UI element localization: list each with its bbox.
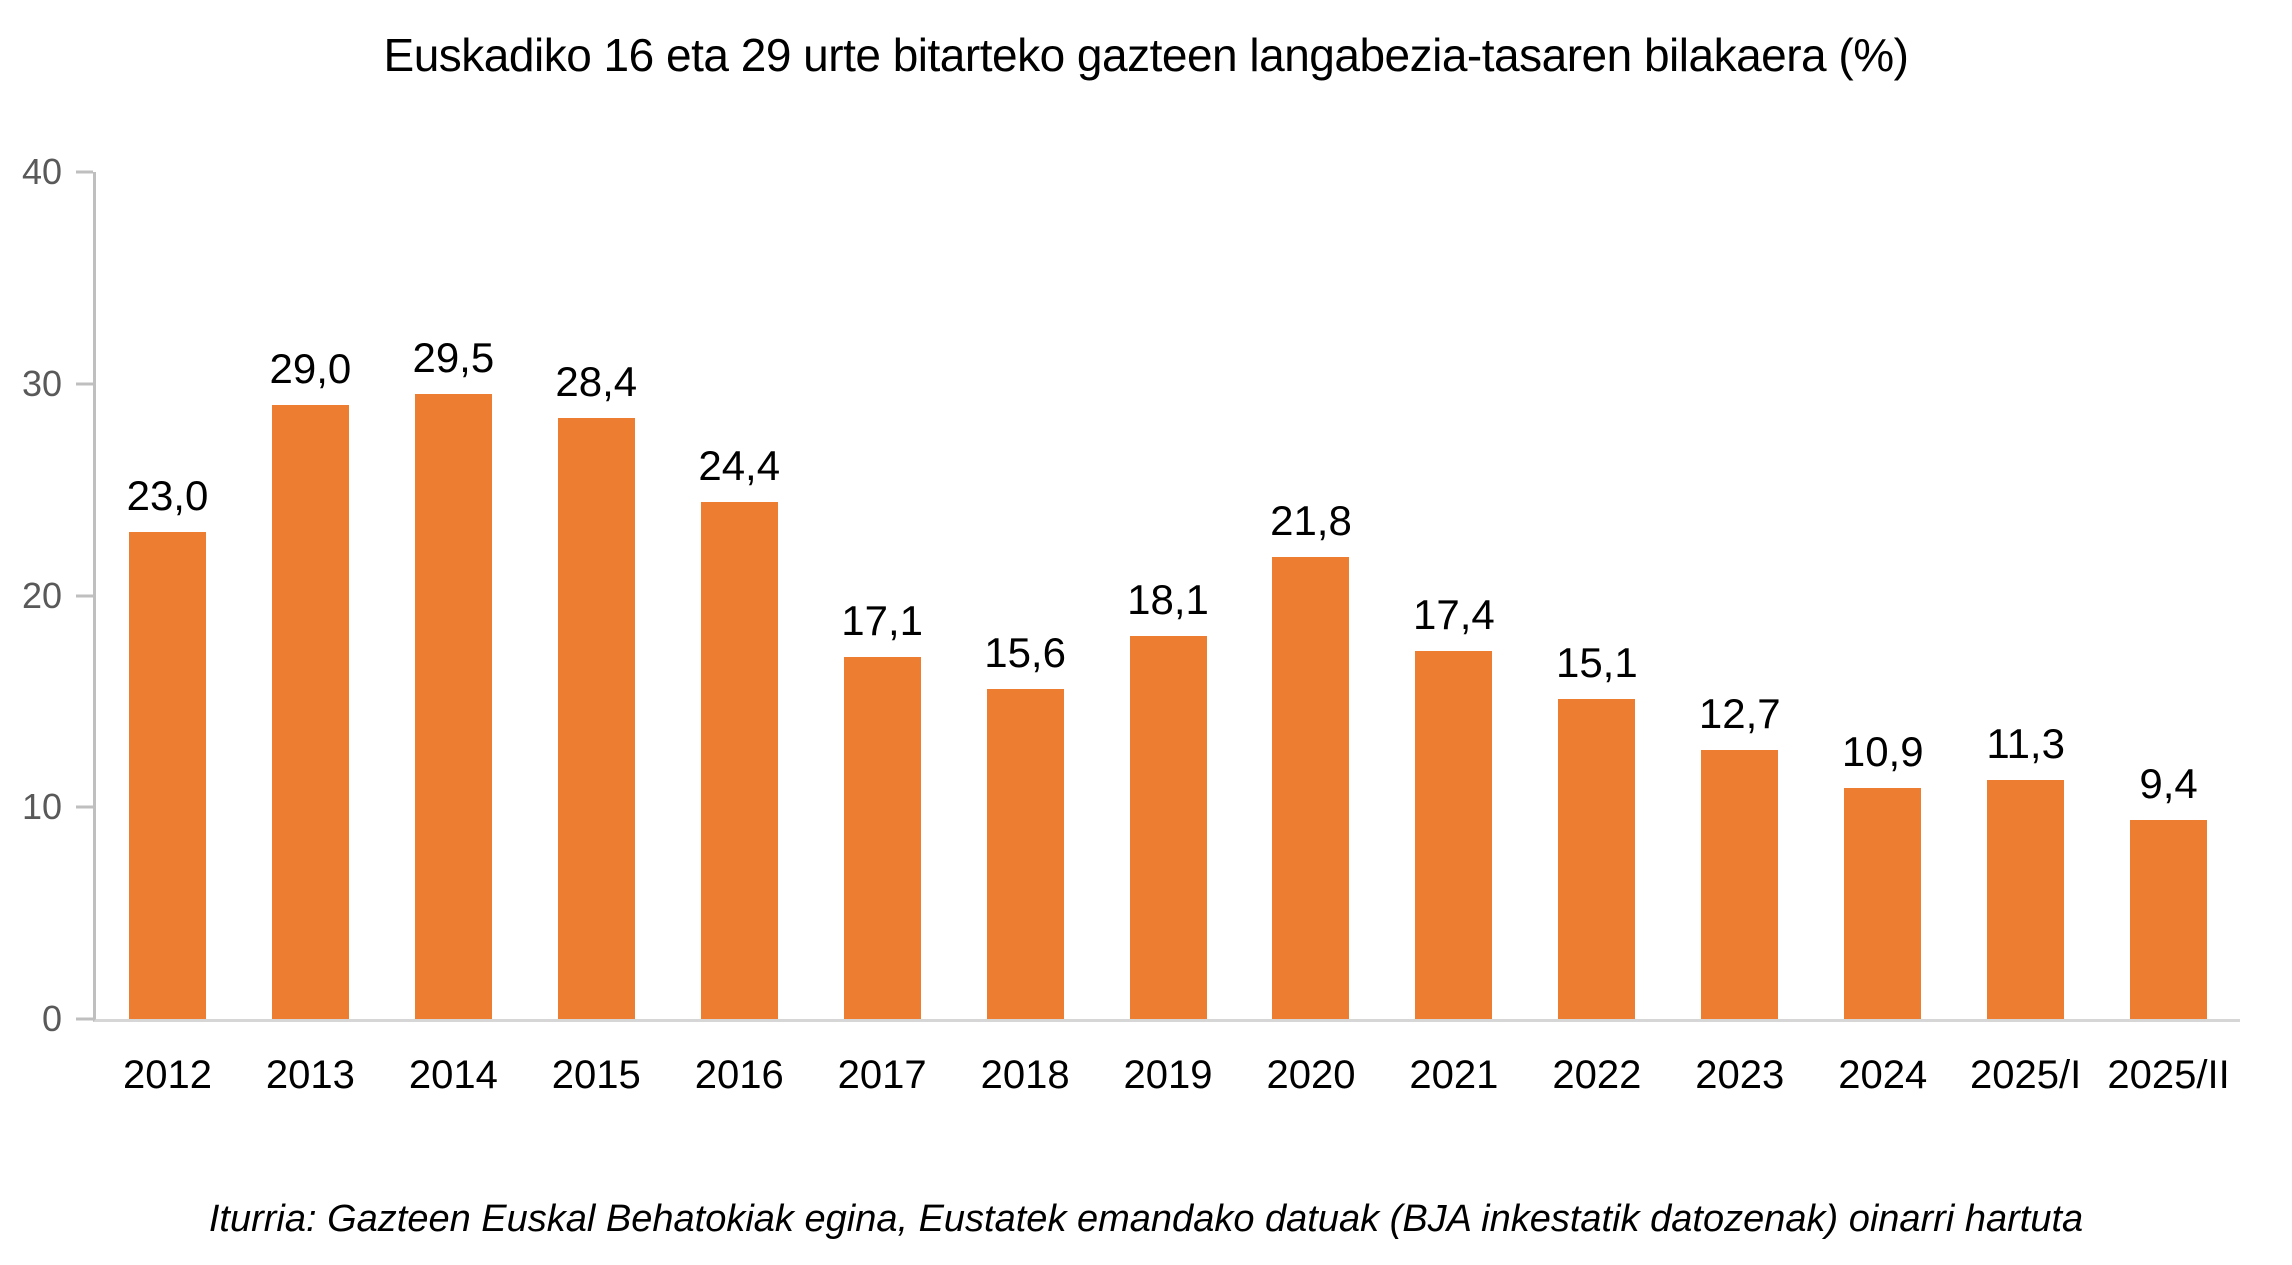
bar [557, 417, 635, 1019]
bar-group: 29,0 2013 [239, 172, 382, 1097]
bar-value-label: 15,1 [1555, 639, 1638, 687]
bar [700, 502, 778, 1019]
bar-value-label: 15,6 [984, 628, 1066, 676]
x-axis-label: 2016 [694, 1053, 784, 1097]
bar-group: 28,4 2015 [525, 172, 668, 1097]
y-axis-tick-label: 40 [21, 151, 62, 192]
bar-value-label: 11,3 [1986, 719, 2065, 767]
bar-value-label: 21,8 [1270, 497, 1352, 545]
x-axis-label: 2013 [265, 1053, 355, 1097]
bar-group: 15,1 2022 [1525, 172, 1668, 1097]
bar [1415, 650, 1493, 1019]
x-axis-label: 2017 [837, 1053, 927, 1097]
bar [2130, 819, 2208, 1019]
bar-value-label: 28,4 [555, 357, 638, 405]
bar [1558, 699, 1636, 1019]
bar-value-label: 12,7 [1698, 690, 1781, 738]
x-axis-label: 2014 [408, 1053, 498, 1097]
x-axis-label: 2022 [1552, 1053, 1642, 1097]
bar-value-label: 29,5 [412, 334, 495, 382]
x-axis-label: 2024 [1838, 1053, 1928, 1097]
source-note: Iturria: Gazteen Euskal Behatokiak egina… [208, 1198, 2084, 1240]
y-axis-tick [76, 382, 93, 386]
bar-group: 11,3 2025/I [1954, 172, 2097, 1097]
y-axis-tick-label: 10 [21, 786, 62, 828]
bar-value-label: 23,0 [126, 471, 209, 519]
bar-group: 18,1 2019 [1097, 172, 1240, 1097]
y-axis-tick [76, 170, 93, 174]
bar-value-label: 10,9 [1841, 728, 1924, 776]
bar-group: 21,8 2020 [1240, 172, 1383, 1097]
bar-group: 17,1 2017 [811, 172, 954, 1097]
y-axis-tick [76, 1017, 93, 1021]
chart-title: Euskadiko 16 eta 29 urte bitarteko gazte… [383, 29, 1909, 81]
x-axis-label: 2023 [1695, 1053, 1785, 1097]
bar-group: 23,0 2012 [96, 172, 239, 1097]
x-axis-label: 2020 [1266, 1053, 1356, 1097]
bar [1987, 779, 2065, 1019]
bar-value-label: 18,1 [1127, 575, 1209, 623]
bar-group: 24,4 2016 [668, 172, 811, 1097]
bar [1129, 635, 1207, 1019]
bar-value-label: 29,0 [269, 344, 352, 392]
bar-group: 10,9 2024 [1811, 172, 1954, 1097]
y-axis-tick [76, 805, 93, 809]
bar-group: 12,7 2023 [1668, 172, 1811, 1097]
bar [843, 656, 921, 1019]
bar [414, 394, 492, 1019]
x-axis-label: 2015 [551, 1053, 641, 1097]
bar [1701, 750, 1779, 1019]
y-axis-tick-label: 0 [41, 998, 62, 1039]
bar-value-label: 9,4 [2139, 759, 2198, 807]
y-axis-tick-label: 30 [21, 362, 62, 404]
y-axis-tick [76, 594, 93, 597]
bar-value-label: 24,4 [698, 442, 781, 490]
bar [986, 688, 1064, 1019]
bars-container: 23,0 2012 29,0 2013 29,5 2014 28,4 2015 24,4 2016… [96, 172, 2240, 1097]
bar [1844, 788, 1922, 1019]
x-axis-label: 2018 [980, 1053, 1070, 1097]
bar-group: 9,4 2025/II [2097, 172, 2240, 1097]
bar [271, 404, 349, 1019]
bar [128, 531, 206, 1019]
bar-value-label: 17,1 [841, 596, 924, 644]
x-axis-label: 2025/I [1970, 1053, 2082, 1097]
x-axis-label: 2019 [1123, 1053, 1213, 1097]
y-axis-tick-label: 20 [21, 574, 62, 616]
bar-value-label: 17,4 [1413, 590, 1495, 638]
x-axis-label: 2021 [1409, 1053, 1499, 1097]
bar-group: 17,4 2021 [1382, 172, 1525, 1097]
x-axis-label: 2025/II [2107, 1053, 2230, 1097]
bar-group: 15,6 2018 [954, 172, 1097, 1097]
plot-area: 0 10 20 30 40 23,0 2012 29,0 2013 29,5 2014 28,4 20… [22, 151, 2240, 1097]
bar-group: 29,5 2014 [382, 172, 525, 1097]
x-axis-label: 2012 [122, 1053, 212, 1097]
bar [1272, 557, 1350, 1019]
